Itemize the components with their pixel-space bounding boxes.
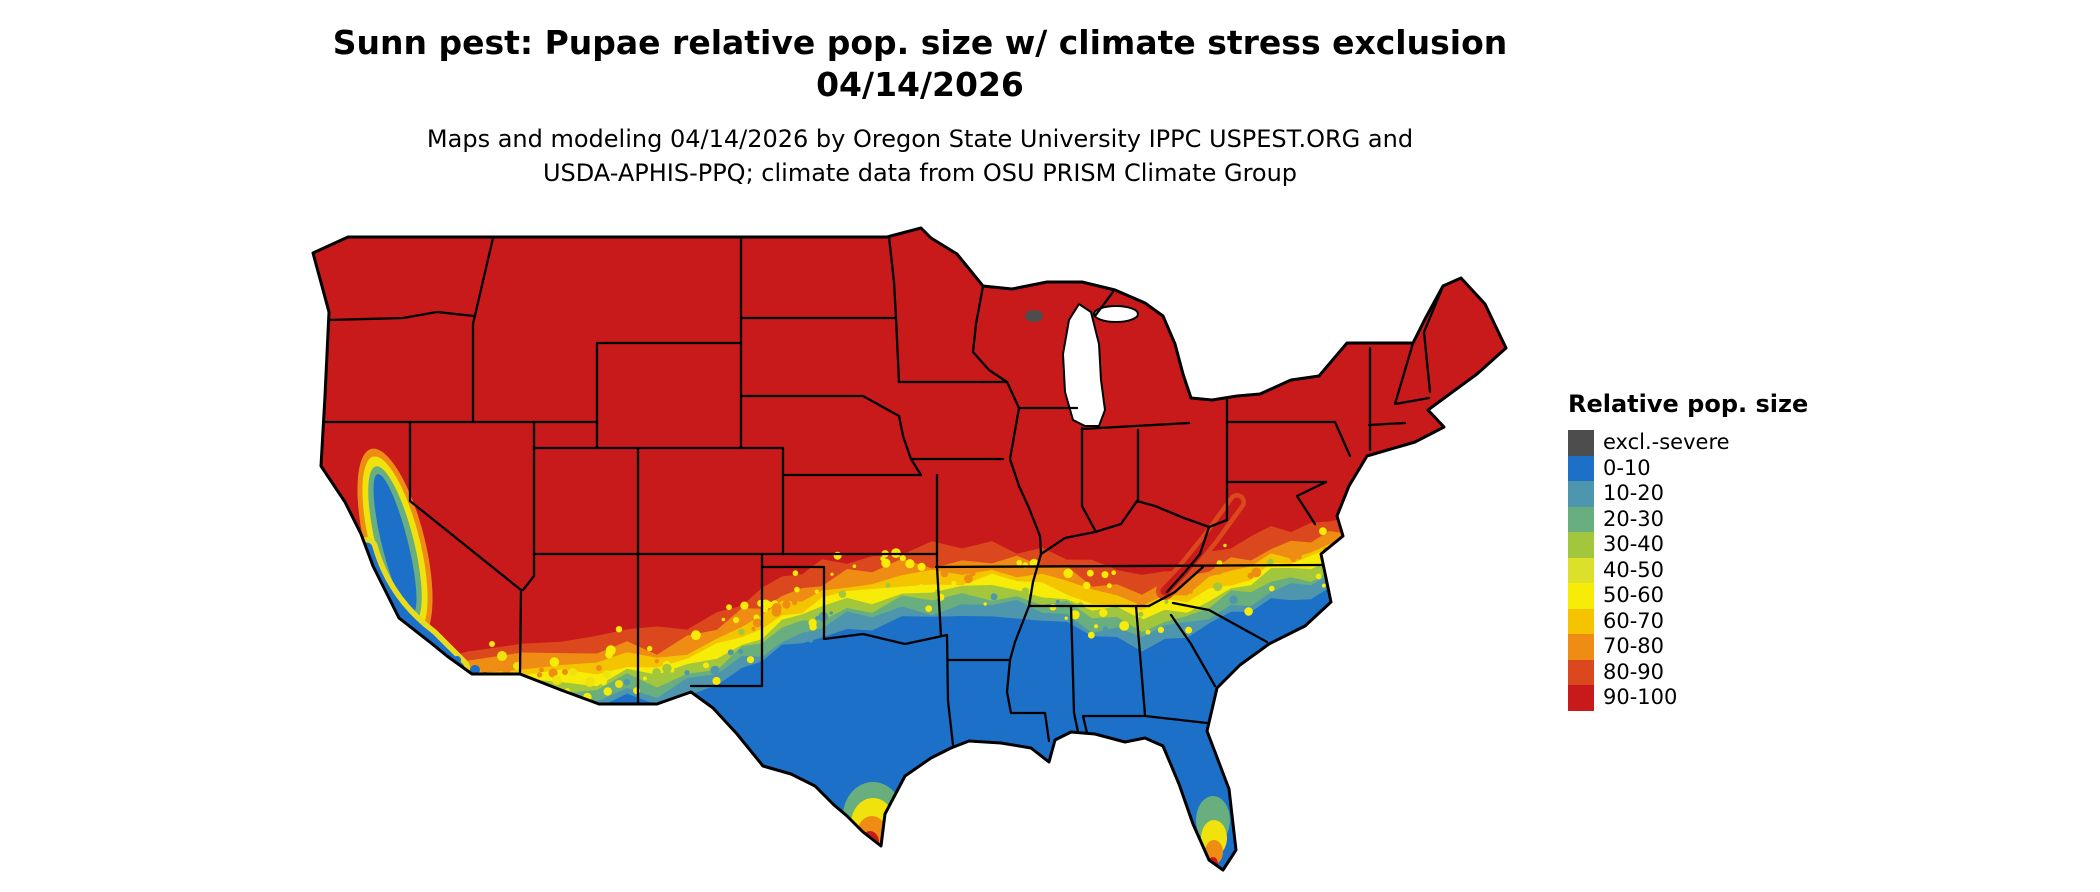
subtitle-line-2: USDA-APHIS-PPQ; climate data from OSU PR…: [542, 159, 1298, 187]
legend-swatch: [1568, 659, 1594, 685]
legend-label: 30-40: [1603, 532, 1665, 556]
legend-swatch: [1568, 455, 1594, 481]
legend-entry: 0-10: [1568, 455, 1868, 481]
legend-swatch: [1568, 532, 1594, 558]
legend-swatch: [1568, 685, 1594, 711]
south-texas-hotspot: [843, 782, 903, 853]
excluded-severe-patch-wi: [1025, 310, 1043, 322]
figure-subtitle: Maps and modeling 04/14/2026 by Oregon S…: [0, 122, 1840, 190]
legend-entry: excl.-severe: [1568, 430, 1868, 456]
legend-entry: 50-60: [1568, 583, 1868, 609]
legend-entry: 90-100: [1568, 685, 1868, 711]
straits-of-mackinac: [1093, 305, 1139, 323]
figure-title: Sunn pest: Pupae relative pop. size w/ c…: [0, 22, 1840, 106]
legend-entry: 20-30: [1568, 506, 1868, 532]
legend-rows: excl.-severe 0-10 10-20 20-30 30-40 40-5…: [1568, 430, 1868, 711]
legend-entry: 70-80: [1568, 634, 1868, 660]
great-lakes: [1061, 302, 1139, 427]
legend-swatch: [1568, 634, 1594, 660]
legend-swatch: [1568, 430, 1594, 456]
legend-label: 50-60: [1603, 583, 1665, 607]
lake-michigan: [1061, 302, 1107, 427]
legend-entry: 40-50: [1568, 557, 1868, 583]
legend-entry: 30-40: [1568, 532, 1868, 558]
legend-entry: 10-20: [1568, 481, 1868, 507]
legend-label: 60-70: [1603, 608, 1665, 633]
arizona-mottling: [552, 665, 623, 688]
legend-label: 40-50: [1603, 557, 1665, 582]
legend-entry: 60-70: [1568, 608, 1868, 634]
legend-entry: 80-90: [1568, 659, 1868, 685]
state-borders: [322, 235, 1446, 747]
legend-label: 10-20: [1603, 481, 1665, 505]
map-svg: [311, 226, 1508, 872]
legend-label: 0-10: [1603, 455, 1651, 480]
legend-swatch: [1568, 557, 1594, 583]
legend-swatch: [1568, 583, 1594, 609]
legend: Relative pop. size excl.-severe 0-10 10-…: [1568, 390, 1868, 711]
legend-swatch: [1568, 506, 1594, 532]
us-choropleth-map: [306, 224, 1528, 884]
legend-title: Relative pop. size: [1568, 390, 1809, 418]
legend-label: excl.-severe: [1603, 430, 1730, 454]
legend-swatch: [1568, 481, 1594, 507]
legend-label: 80-90: [1603, 659, 1665, 684]
title-line-2: 04/14/2026: [816, 65, 1024, 104]
legend-label: 20-30: [1603, 506, 1665, 531]
legend-swatch: [1568, 608, 1594, 634]
legend-label: 70-80: [1603, 634, 1665, 658]
us-outline: [311, 226, 1508, 872]
california-valley: [357, 448, 433, 640]
legend-label: 90-100: [1603, 685, 1678, 709]
subtitle-line-1: Maps and modeling 04/14/2026 by Oregon S…: [426, 125, 1414, 153]
title-line-1: Sunn pest: Pupae relative pop. size w/ c…: [332, 23, 1508, 62]
